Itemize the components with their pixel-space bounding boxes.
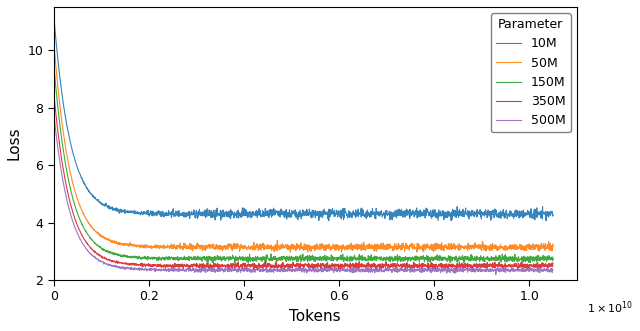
500M [492, 272, 500, 276]
500M [50, 111, 58, 115]
50M [280, 243, 287, 247]
10M [549, 214, 557, 218]
10M [534, 213, 542, 217]
350M [452, 268, 460, 272]
Line: 350M: 350M [54, 93, 553, 270]
500M [535, 266, 543, 270]
50M [444, 245, 451, 249]
Line: 500M: 500M [54, 113, 553, 274]
50M [50, 39, 58, 43]
500M [443, 267, 451, 271]
150M [444, 260, 451, 263]
10M [542, 219, 550, 223]
150M [535, 257, 543, 260]
350M [443, 265, 451, 269]
Line: 50M: 50M [54, 41, 553, 252]
50M [76, 202, 83, 206]
50M [549, 244, 557, 248]
150M [76, 216, 83, 220]
50M [287, 250, 294, 254]
500M [534, 266, 542, 270]
Y-axis label: Loss: Loss [7, 127, 22, 160]
150M [293, 260, 301, 263]
Line: 10M: 10M [54, 16, 553, 221]
Text: $1\times10^{10}$: $1\times10^{10}$ [588, 299, 634, 316]
150M [50, 63, 58, 67]
500M [76, 235, 83, 239]
Legend: 10M, 50M, 150M, 350M, 500M: 10M, 50M, 150M, 350M, 500M [491, 13, 571, 132]
350M [534, 263, 542, 267]
350M [549, 261, 557, 265]
10M [534, 211, 542, 215]
500M [292, 269, 300, 273]
500M [280, 267, 287, 271]
350M [280, 264, 287, 268]
150M [549, 258, 557, 262]
10M [280, 212, 287, 215]
10M [50, 14, 58, 18]
Line: 150M: 150M [54, 65, 553, 263]
350M [535, 265, 543, 269]
10M [292, 210, 300, 214]
150M [280, 254, 287, 258]
50M [534, 243, 542, 247]
350M [292, 261, 300, 265]
10M [443, 211, 451, 215]
350M [50, 91, 58, 95]
50M [535, 246, 543, 250]
X-axis label: Tokens: Tokens [289, 309, 341, 324]
500M [549, 267, 557, 271]
350M [76, 228, 83, 232]
10M [76, 171, 83, 175]
150M [244, 261, 252, 265]
150M [534, 256, 542, 260]
50M [293, 242, 301, 246]
